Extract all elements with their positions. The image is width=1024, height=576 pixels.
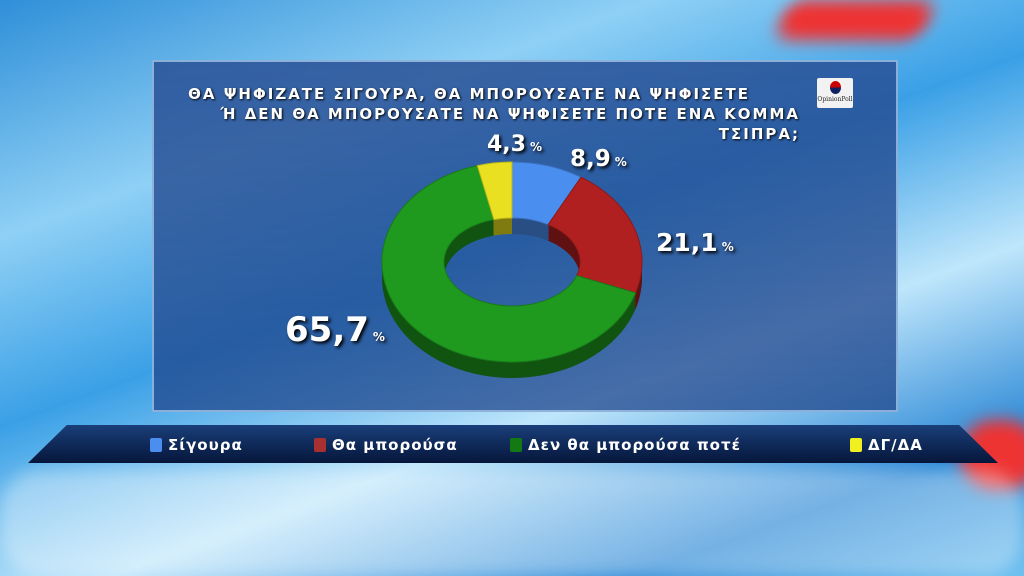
- legend-item-dg-da: ΔΓ/ΔΑ: [850, 436, 923, 454]
- data-label-tha-mporousa: 21,1%: [656, 228, 734, 257]
- legend-swatch: [150, 438, 162, 452]
- legend-swatch: [510, 438, 522, 452]
- legend-item-sigoura: Σίγουρα: [150, 436, 243, 454]
- opinionpoll-logo: OpinionPoll: [817, 78, 853, 108]
- legend-swatch: [314, 438, 326, 452]
- slice-1: [547, 176, 643, 294]
- data-label-den-tha-mporousa: 65,7%: [285, 310, 385, 350]
- legend-item-tha-mporousa: Θα μπορούσα: [314, 436, 458, 454]
- data-label-sigoura: 8,9%: [570, 146, 627, 172]
- background-shape: [0, 470, 1024, 576]
- title-line-1: ΘΑ ΨΗΦΙΖΑΤΕ ΣΙΓΟΥΡΑ, ΘΑ ΜΠΟΡΟΥΣΑΤΕ ΝΑ ΨΗ…: [188, 85, 750, 103]
- slice-2: [381, 165, 637, 363]
- legend-swatch: [850, 438, 862, 452]
- slice-3: [476, 161, 513, 221]
- data-label-dg-da: 4,3%: [487, 132, 543, 157]
- legend: Σίγουρα Θα μπορούσα Δεν θα μπορούσα ποτέ…: [28, 425, 998, 463]
- legend-item-den-tha-mporousa: Δεν θα μπορούσα ποτέ: [510, 436, 741, 454]
- chart-title: ΘΑ ΨΗΦΙΖΑΤΕ ΣΙΓΟΥΡΑ, ΘΑ ΜΠΟΡΟΥΣΑΤΕ ΝΑ ΨΗ…: [160, 84, 800, 144]
- title-line-2: Ή ΔΕΝ ΘΑ ΜΠΟΡΟΥΣΑΤΕ ΝΑ ΨΗΦΙΣΕΤΕ ΠΟΤΕ ΕΝΑ…: [220, 105, 800, 143]
